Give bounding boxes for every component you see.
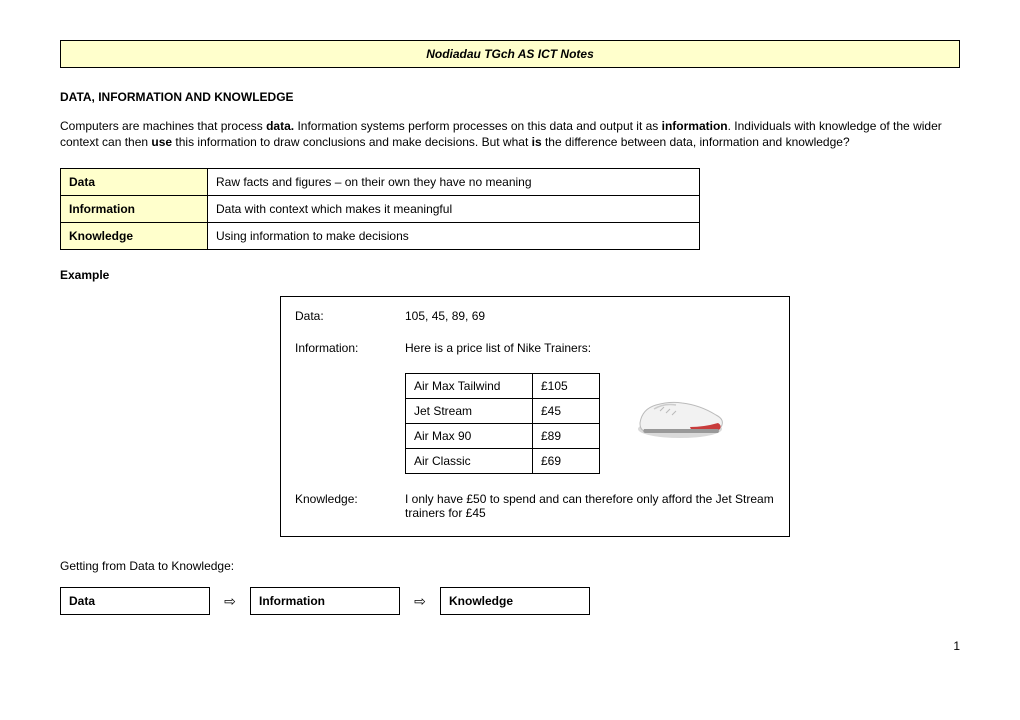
knowledge-value: I only have £50 to spend and can therefo… [405,492,775,520]
data-value: 105, 45, 89, 69 [405,309,775,323]
example-row-knowledge: Knowledge: I only have £50 to spend and … [295,492,775,520]
text: Information systems perform processes on… [294,119,662,133]
def-cell: Data with context which makes it meaning… [208,196,700,223]
flow-diagram: Data ⇨ Information ⇨ Knowledge [60,587,960,615]
intro-paragraph: Computers are machines that process data… [60,118,960,150]
table-row: Information Data with context which make… [61,196,700,223]
bold-use: use [151,135,172,149]
knowledge-label: Knowledge: [295,492,405,520]
def-cell: Using information to make decisions [208,223,700,250]
product-price: £105 [533,374,600,399]
table-row: Air Max 90£89 [406,424,600,449]
flow-label: Getting from Data to Knowledge: [60,559,960,573]
page-heading: DATA, INFORMATION AND KNOWLEDGE [60,90,960,104]
product-price: £89 [533,424,600,449]
text: Computers are machines that process [60,119,266,133]
flow-box-data: Data [60,587,210,615]
page-number: 1 [60,639,960,653]
arrow-icon: ⇨ [210,593,250,610]
example-label: Example [60,268,960,282]
def-cell: Raw facts and figures – on their own the… [208,169,700,196]
table-row: Data Raw facts and figures – on their ow… [61,169,700,196]
product-name: Jet Stream [406,399,533,424]
example-box: Data: 105, 45, 89, 69 Information: Here … [280,296,790,537]
trainer-icon [630,381,730,444]
text: this information to draw conclusions and… [172,135,532,149]
product-price: £69 [533,449,600,474]
flow-box-knowledge: Knowledge [440,587,590,615]
example-row-prices: Air Max Tailwind£105 Jet Stream£45 Air M… [295,373,775,474]
price-row: Air Max Tailwind£105 Jet Stream£45 Air M… [405,373,775,474]
bold-data: data. [266,119,294,133]
example-row-info: Information: Here is a price list of Nik… [295,341,775,355]
info-label: Information: [295,341,405,355]
info-value: Here is a price list of Nike Trainers: [405,341,775,355]
table-row: Air Max Tailwind£105 [406,374,600,399]
term-cell: Data [61,169,208,196]
text: the difference between data, information… [542,135,850,149]
example-row-data: Data: 105, 45, 89, 69 [295,309,775,323]
product-price: £45 [533,399,600,424]
product-name: Air Max 90 [406,424,533,449]
bold-information: information [662,119,728,133]
banner: Nodiadau TGch AS ICT Notes [60,40,960,68]
spacer [295,373,405,474]
table-row: Jet Stream£45 [406,399,600,424]
product-name: Air Max Tailwind [406,374,533,399]
example-box-wrap: Data: 105, 45, 89, 69 Information: Here … [280,296,960,537]
table-row: Air Classic£69 [406,449,600,474]
price-table: Air Max Tailwind£105 Jet Stream£45 Air M… [405,373,600,474]
term-cell: Knowledge [61,223,208,250]
definitions-table: Data Raw facts and figures – on their ow… [60,168,700,250]
bold-is: is [532,135,542,149]
data-label: Data: [295,309,405,323]
arrow-icon: ⇨ [400,593,440,610]
table-row: Knowledge Using information to make deci… [61,223,700,250]
flow-box-information: Information [250,587,400,615]
term-cell: Information [61,196,208,223]
product-name: Air Classic [406,449,533,474]
